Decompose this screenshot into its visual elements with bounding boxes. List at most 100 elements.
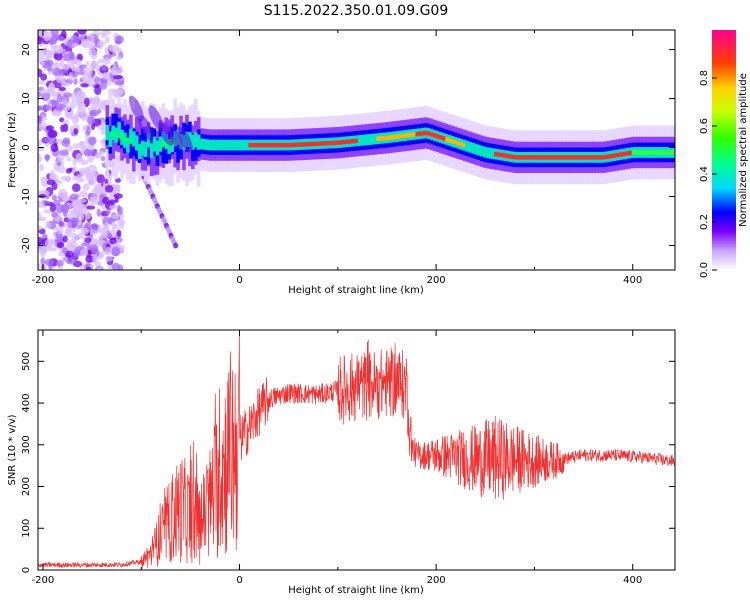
spectrogram-noise-blob xyxy=(38,262,42,269)
spectrogram-noise-blob xyxy=(61,139,71,147)
spectrogram-core xyxy=(143,141,148,158)
spectrogram-burst xyxy=(178,127,193,154)
spectrogram-core xyxy=(202,138,207,150)
spectrogram-core xyxy=(129,128,133,144)
spectrogram-core xyxy=(238,139,242,151)
spectrogram-peak xyxy=(583,155,587,160)
spectrogram-noise-blob xyxy=(62,123,69,133)
spectrogram-core xyxy=(108,131,113,147)
spectrogram-noise-blob xyxy=(104,184,114,193)
spectrogram-noise-blob xyxy=(40,73,48,81)
snr-xtick-label: 200 xyxy=(427,575,446,586)
spectrogram-noise-blob xyxy=(51,211,58,218)
spectrogram-core xyxy=(161,131,166,147)
spectrogram-core xyxy=(117,121,121,137)
spectrogram-band xyxy=(149,127,154,155)
spectrogram-ytick-label: 0 xyxy=(21,144,32,150)
spectrogram-burst xyxy=(128,95,144,122)
spectrogram-core xyxy=(373,133,378,145)
spectrogram-noise-blob xyxy=(56,226,64,235)
spectrogram-peak xyxy=(661,150,665,155)
spectrogram-core xyxy=(356,135,360,147)
spectrogram-peak xyxy=(345,139,350,144)
spectrogram-noise-blob xyxy=(73,128,79,135)
spectrogram-noise-blob xyxy=(82,183,90,191)
spectrogram-noise-blob xyxy=(118,84,124,90)
snr-xtick-label: 0 xyxy=(236,575,242,586)
spectrogram-noise-blob xyxy=(98,42,103,50)
spectrogram-peak xyxy=(116,133,120,138)
spectrogram-peak xyxy=(339,140,344,145)
spectrogram-peak xyxy=(125,138,129,143)
spectrogram-noise-blob xyxy=(56,75,66,84)
colorbar-tick-label: 0.0 xyxy=(699,262,710,278)
spectrogram-peak xyxy=(640,150,644,155)
spectrogram-peak xyxy=(539,155,543,160)
spectrogram-noise-blob xyxy=(114,88,125,95)
snr-series-line xyxy=(38,335,675,569)
spectrogram-noise-blob xyxy=(38,244,47,255)
spectrogram-noise-blob xyxy=(47,59,54,67)
spectrogram-core xyxy=(471,142,475,154)
spectrogram-noise-blob xyxy=(38,236,44,246)
spectrogram-peak xyxy=(325,141,329,146)
spectrogram-peak xyxy=(263,142,267,148)
spectrogram-peak xyxy=(257,142,261,148)
spectrogram-peak xyxy=(658,150,662,155)
spectrogram-peak xyxy=(313,141,317,147)
spectrogram-peak xyxy=(348,139,352,144)
spectrogram-peak xyxy=(670,150,674,155)
spectrogram-noise-blob xyxy=(50,35,59,42)
spectrogram-core xyxy=(146,132,151,148)
spectrogram-peak xyxy=(376,136,380,141)
spectrogram-peak xyxy=(415,131,419,137)
spectrogram-peak xyxy=(330,140,335,146)
spectrogram-noise-blob xyxy=(108,44,119,53)
spectrogram-noise-blob xyxy=(41,115,48,122)
spectrogram-peak xyxy=(266,142,270,148)
spectrogram-peak xyxy=(122,136,126,141)
spectrogram-noise-blob xyxy=(50,143,59,153)
spectrogram-core xyxy=(196,134,201,150)
spectrogram-peak xyxy=(631,150,636,155)
spectrogram-noise-blob xyxy=(45,220,51,229)
spectrogram-noise-blob xyxy=(102,216,111,226)
spectrogram-peak xyxy=(310,141,314,147)
spectrogram-noise-blob xyxy=(45,154,50,162)
spectrogram-noise-blob xyxy=(77,106,87,117)
spectrogram-noise-blob xyxy=(116,205,122,212)
spectrogram-peak xyxy=(411,132,415,137)
spectrogram-peak xyxy=(562,155,567,160)
spectrogram-core xyxy=(126,137,130,153)
spectrogram-noise-blob xyxy=(61,247,68,254)
spectrogram-noise-blob xyxy=(53,44,64,55)
spectrogram-core xyxy=(477,144,481,156)
spectrogram-band xyxy=(129,131,133,159)
spectrogram-noise-blob xyxy=(68,72,73,81)
spectrogram-axes: -200 0 200 400 -20 -10 0 10 20 xyxy=(21,30,675,286)
spectrogram-peak xyxy=(673,150,675,155)
spectrogram-core xyxy=(367,134,372,145)
spectrogram-noise-blob xyxy=(63,92,72,98)
snr-ytick-label: 300 xyxy=(21,435,32,454)
spectrogram-noise-blob xyxy=(62,235,68,243)
spectrogram-peak xyxy=(316,141,320,146)
spectrogram-burst xyxy=(158,119,174,146)
spectrogram-noise-blob xyxy=(45,125,55,131)
spectrogram-noise-blob xyxy=(80,115,88,122)
spectrogram-noise-blob xyxy=(38,147,45,152)
spectrogram-noise-blob xyxy=(102,196,110,205)
spectrogram-peak xyxy=(408,132,412,138)
spectrogram-noise-blob xyxy=(89,195,99,206)
spectrogram-noise-blob xyxy=(72,175,79,181)
spectrogram-peak xyxy=(351,138,355,144)
spectrogram-peak xyxy=(497,152,501,157)
spectrogram-core xyxy=(359,135,363,146)
spectrogram-peak xyxy=(536,155,540,160)
spectrogram-core xyxy=(199,138,204,150)
spectrogram-peak xyxy=(461,142,466,148)
colorbar-tick-label: 0.4 xyxy=(699,166,710,182)
spectrogram-noise-blob xyxy=(89,244,99,253)
spectrogram-noise-blob xyxy=(90,223,99,231)
